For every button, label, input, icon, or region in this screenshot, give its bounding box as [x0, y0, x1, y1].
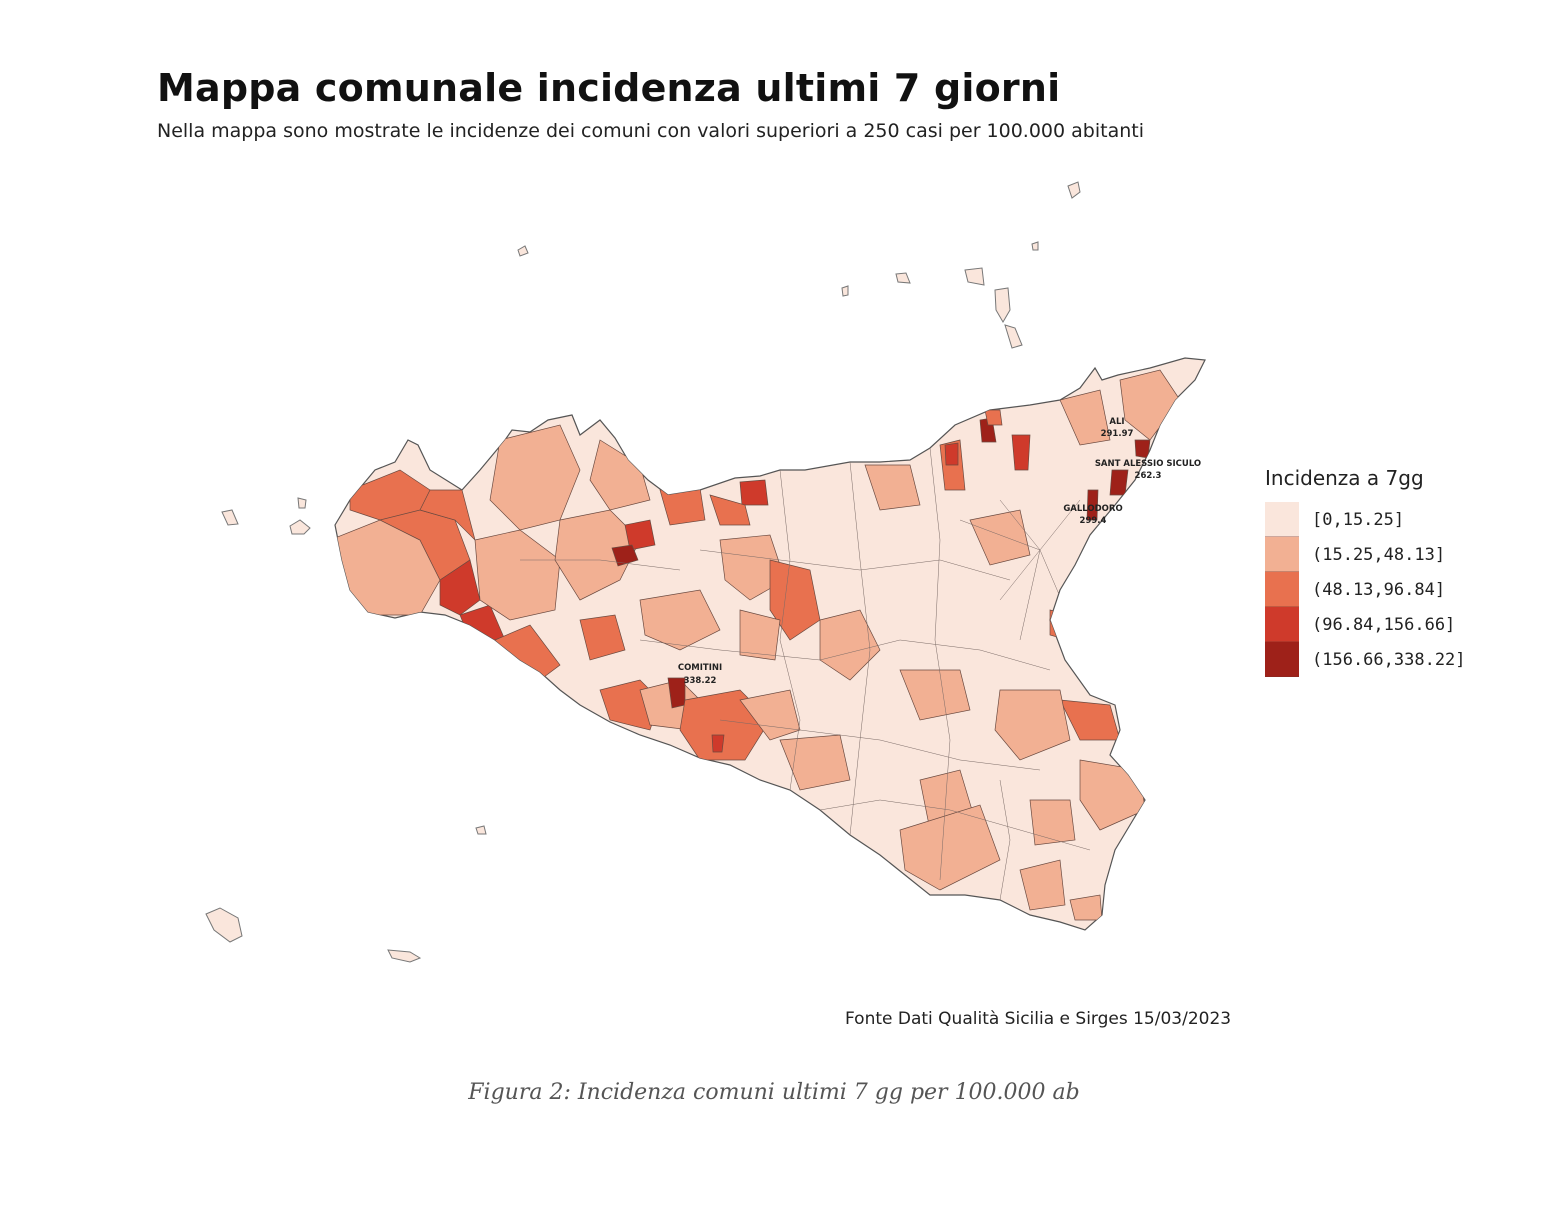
map-annotations: ALI 291.97 SANT ALESSIO SICULO 262.3 GAL… [678, 417, 1201, 686]
legend-label: (15.25,48.13] [1312, 544, 1446, 565]
legend-swatch [1265, 537, 1299, 572]
legend-item: (15.25,48.13] [1265, 537, 1466, 572]
label-comitini-name: COMITINI [678, 663, 722, 673]
comune-borders [520, 447, 1091, 901]
legend-swatch [1265, 572, 1299, 607]
data-source: Fonte Dati Qualità Sicilia e Sirges 15/0… [845, 1009, 1232, 1029]
legend-item: [0,15.25] [1265, 502, 1466, 537]
legend-swatch [1265, 607, 1299, 642]
label-ali-value: 291.97 [1101, 429, 1134, 439]
legend-item: (96.84,156.66] [1265, 607, 1466, 642]
label-gallodoro-value: 299.4 [1080, 516, 1107, 526]
legend-item: (156.66,338.22] [1265, 642, 1466, 677]
minor-islands [205, 181, 1081, 963]
legend-label: (96.84,156.66] [1312, 614, 1456, 635]
legend-label: [0,15.25] [1312, 509, 1405, 530]
map-title: Mappa comunale incidenza ultimi 7 giorni [157, 66, 1061, 110]
legend-label: (156.66,338.22] [1312, 649, 1466, 670]
legend: Incidenza a 7gg [0,15.25] (15.25,48.13] … [1265, 466, 1466, 677]
label-santalessio-name: SANT ALESSIO SICULO [1095, 459, 1201, 469]
label-santalessio-value: 262.3 [1135, 471, 1162, 481]
label-comitini-value: 338.22 [684, 676, 717, 686]
label-gallodoro-name: GALLODORO [1063, 504, 1122, 514]
label-ali-name: ALI [1109, 417, 1124, 427]
legend-title: Incidenza a 7gg [1265, 466, 1424, 490]
legend-label: (48.13,96.84] [1312, 579, 1446, 600]
legend-item: (48.13,96.84] [1265, 572, 1466, 607]
comuni-polygons [335, 369, 1181, 921]
map-subtitle: Nella mappa sono mostrate le incidenze d… [157, 120, 1144, 142]
figure-caption: Figura 2: Incidenza comuni ultimi 7 gg p… [468, 1080, 1080, 1105]
legend-swatch [1265, 502, 1299, 537]
legend-swatch [1265, 642, 1299, 677]
